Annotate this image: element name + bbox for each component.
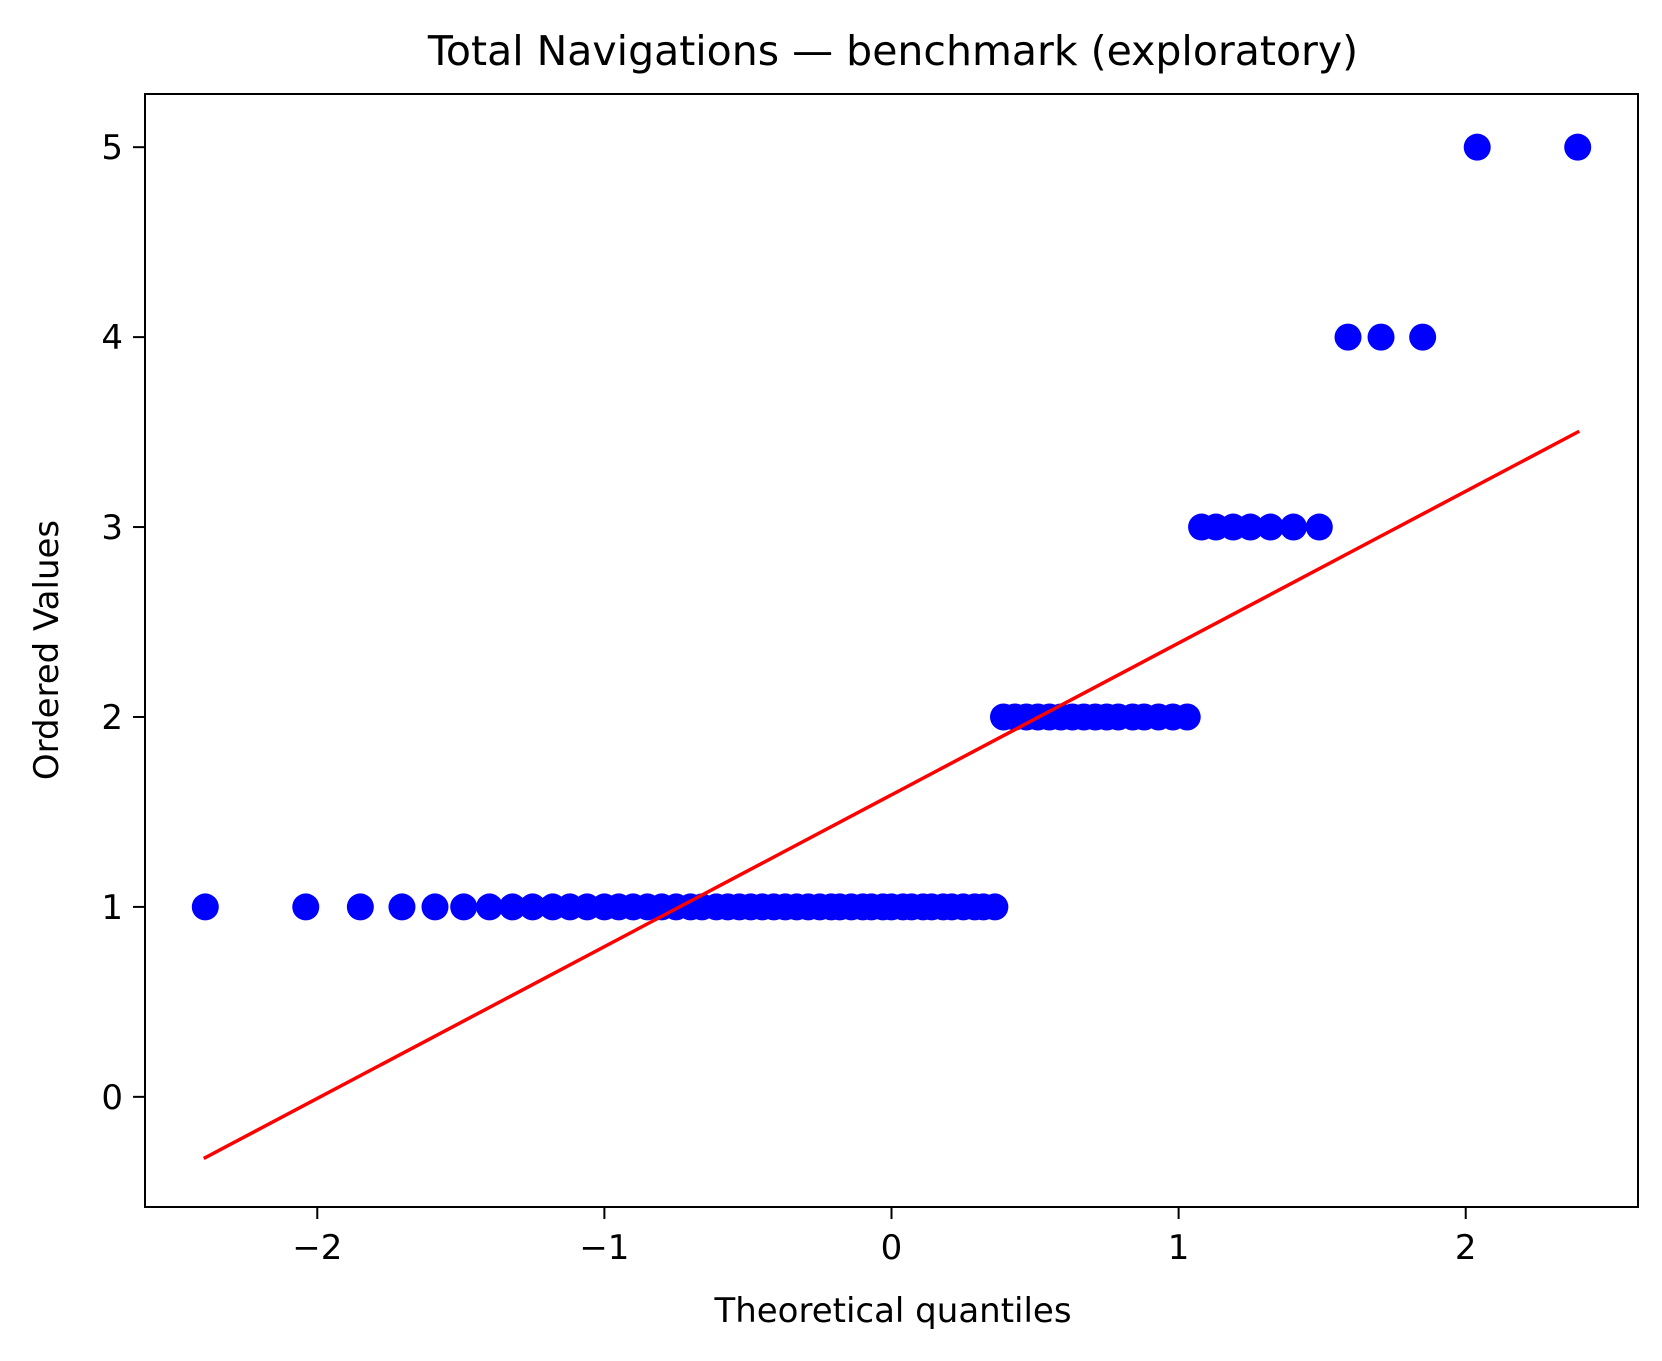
data-point [1236,513,1264,541]
y-tick-label: 0 [101,1078,123,1118]
y-axis-title: Ordered Values [27,520,67,780]
data-point [346,893,374,921]
data-point [1409,323,1437,351]
x-tick-label: 2 [1455,1228,1477,1268]
chart-title: Total Navigations — benchmark (explorato… [427,27,1358,75]
y-tick-label: 1 [101,888,123,928]
data-point [1173,703,1201,731]
data-point [1564,133,1592,161]
y-tick-label: 3 [101,508,123,548]
data-point [1279,513,1307,541]
y-tick-label: 5 [101,128,123,168]
y-tick-label: 4 [101,318,123,358]
data-point [450,893,478,921]
data-point [388,893,416,921]
x-tick-label: −1 [579,1228,629,1268]
data-point [1334,323,1362,351]
data-point [519,893,547,921]
data-point [292,893,320,921]
x-tick-label: −2 [292,1228,342,1268]
data-point [1367,323,1395,351]
data-point [499,893,527,921]
data-point [1305,513,1333,541]
plot-area: −2 −1 0 1 2 0 1 2 3 4 5 [101,93,1639,1268]
data-point [476,893,504,921]
data-point [981,893,1009,921]
y-tick-label: 2 [101,698,123,738]
data-point [1256,513,1284,541]
x-tick-label: 1 [1168,1228,1190,1268]
data-point [1463,133,1491,161]
fit-line [202,429,1581,1160]
data-point [191,893,219,921]
data-point [421,893,449,921]
x-axis-title: Theoretical quantiles [713,1291,1071,1331]
x-tick-label: 0 [881,1228,903,1268]
